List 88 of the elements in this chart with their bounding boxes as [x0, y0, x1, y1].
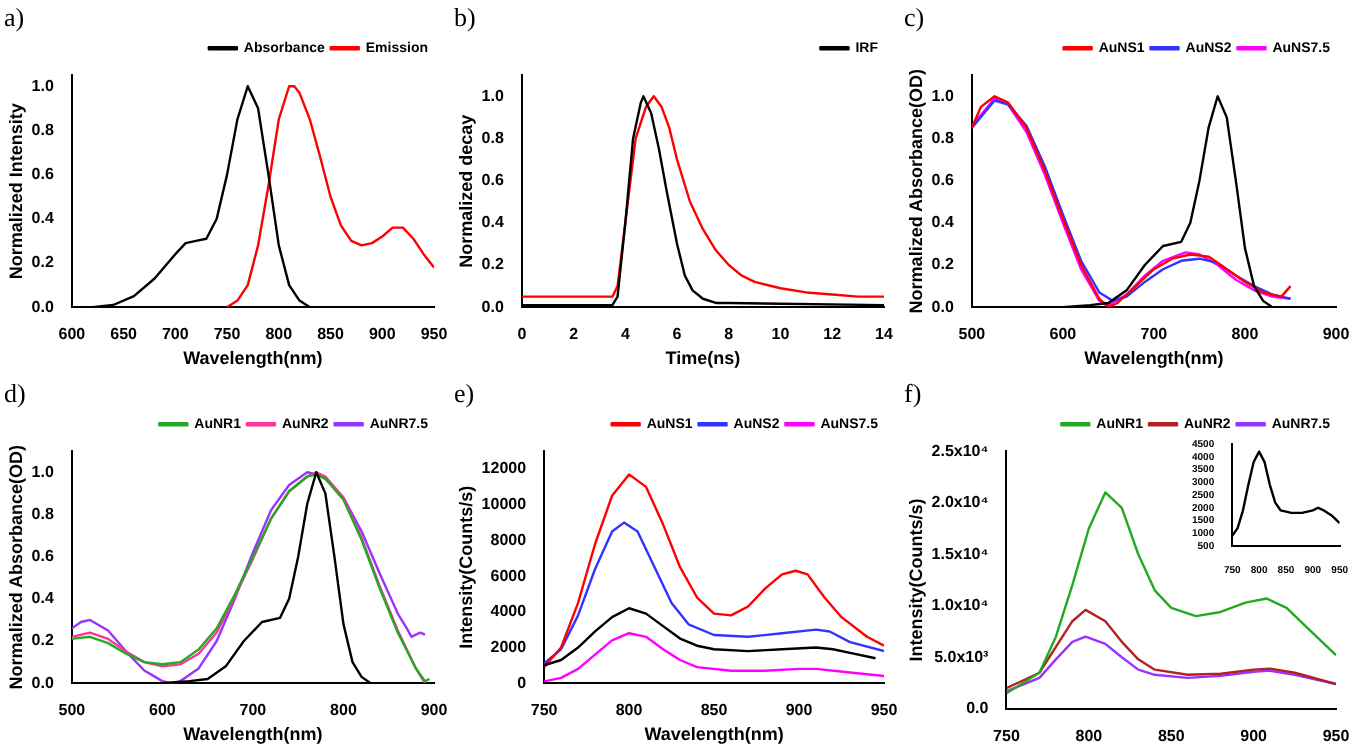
y-tick-label: 0.8 [481, 128, 505, 147]
y-tick-label: 0.6 [31, 165, 55, 184]
y-tick-label: 0.6 [481, 171, 505, 190]
x-tick-label: 850 [1157, 726, 1186, 745]
y-tick-label: 0.6 [31, 547, 55, 566]
x-tick-label: 700 [1140, 325, 1169, 344]
y-tick-label: 0.2 [31, 253, 55, 272]
y-tick-label: 1.5x10⁴ [931, 544, 989, 563]
x-tick-label: 900 [368, 325, 397, 344]
x-tick-label: 700 [239, 701, 268, 720]
x-tick-label: 600 [149, 701, 177, 720]
y-tick-label: 0.4 [931, 213, 955, 232]
y-tick-label: 2.0x10⁴ [931, 493, 989, 512]
x-tick-label: 8 [724, 325, 735, 344]
y-tick-label: 8000 [490, 530, 528, 549]
x-tick-label: 750 [993, 726, 1021, 745]
y-tick-label: 0.0 [31, 673, 55, 692]
y-tick-label: 6000 [490, 566, 528, 585]
x-tick-label: 850 [700, 701, 729, 720]
x-tick-label: 900 [1322, 325, 1351, 344]
x-tick-label: 4 [620, 325, 631, 344]
x-tick-label: 950 [870, 701, 899, 720]
chart-title: e) [454, 378, 475, 409]
y-tick-label: 2.5x10⁴ [931, 441, 989, 460]
y-tick-label: 0.6 [931, 171, 955, 190]
y-tick-label: 5.0x10³ [934, 647, 990, 666]
y-tick-label: 1.0 [31, 76, 55, 95]
y-axis-title: Normalized decay [455, 114, 476, 268]
y-tick-label: 0.8 [31, 504, 55, 523]
y-tick-label: 0.2 [481, 255, 505, 274]
y-tick-label: 0.0 [31, 297, 55, 316]
x-tick-label: 900 [420, 701, 449, 720]
x-tick-label: 750 [213, 325, 242, 344]
y-tick-label: 0.8 [31, 120, 55, 139]
y-axis-title: Intensity(Counts/s) [905, 498, 926, 662]
y-tick-label: 0.0 [931, 297, 955, 316]
y-tick-label: 10000 [481, 495, 528, 514]
chart-title: a) [4, 2, 25, 33]
y-tick-label: 2000 [490, 637, 528, 656]
x-axis-title: Wavelength(nm) [183, 724, 323, 745]
y-tick-label: 1.0x10⁴ [931, 596, 989, 615]
x-tick-label: 10 [771, 325, 791, 344]
x-tick-label: 900 [1240, 726, 1269, 745]
y-tick-label: 1.0 [31, 462, 55, 481]
y-axis-title: Normalized Absorbance(OD) [5, 445, 26, 690]
x-tick-label: 800 [1075, 726, 1104, 745]
x-tick-label: 650 [110, 325, 139, 344]
y-axis-title: Normalized Absorbance(OD) [905, 69, 926, 314]
chart-title: f) [904, 378, 922, 409]
y-axis-title: Intensity(Counts/s) [455, 485, 476, 649]
y-tick-label: 0.4 [31, 589, 55, 608]
x-tick-label: 600 [58, 325, 87, 344]
y-tick-label: 0 [517, 673, 528, 692]
x-tick-label: 750 [530, 701, 559, 720]
y-tick-label: 1.0 [481, 86, 505, 105]
x-tick-label: 14 [875, 325, 894, 344]
y-tick-label: 0.8 [931, 128, 955, 147]
x-tick-label: 800 [330, 701, 358, 720]
x-axis-title: Wavelength(nm) [183, 348, 323, 369]
y-tick-label: 12000 [481, 459, 528, 478]
x-tick-label: 850 [317, 325, 345, 344]
x-tick-label: 950 [420, 325, 449, 344]
x-tick-label: 6 [672, 325, 683, 344]
y-tick-label: 0.0 [481, 297, 505, 316]
x-tick-label: 600 [1049, 325, 1078, 344]
y-tick-label: 0.0 [966, 699, 990, 718]
chart-title: c) [904, 2, 925, 33]
y-tick-label: 1.0 [931, 86, 955, 105]
y-tick-label: 0.4 [481, 213, 505, 232]
x-tick-label: 950 [1322, 726, 1351, 745]
x-axis-title: Wavelength(nm) [1084, 348, 1224, 369]
x-tick-label: 800 [615, 701, 644, 720]
x-tick-label: 800 [265, 325, 294, 344]
chart-title: b) [454, 2, 476, 33]
x-tick-label: 500 [58, 701, 87, 720]
x-tick-label: 800 [1231, 325, 1260, 344]
x-tick-label: 2 [569, 325, 580, 344]
y-tick-label: 0.4 [31, 209, 55, 228]
x-tick-label: 700 [161, 325, 190, 344]
y-tick-label: 4000 [490, 602, 528, 621]
y-axis-title: Normalized Intensity [5, 103, 26, 280]
y-tick-label: 0.2 [31, 631, 55, 650]
x-tick-label: 12 [823, 325, 843, 344]
x-axis-title: Wavelength(nm) [644, 724, 784, 745]
x-axis-title: Time(ns) [665, 348, 741, 369]
y-tick-label: 0.2 [931, 255, 955, 274]
chart-title: d) [4, 378, 26, 409]
x-tick-label: 900 [785, 701, 814, 720]
